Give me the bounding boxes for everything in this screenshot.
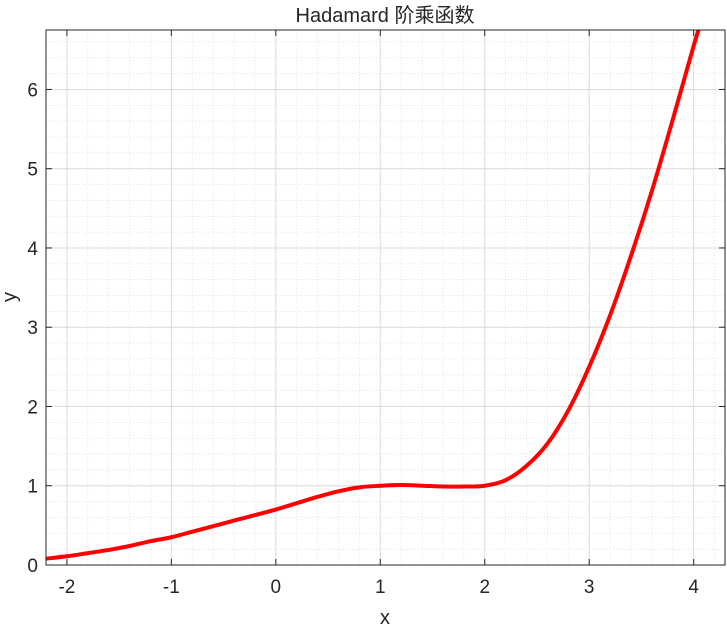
y-tick-label: 3 <box>27 318 38 339</box>
y-tick-label: 0 <box>27 556 38 577</box>
tick-marks <box>46 30 725 566</box>
plot-area <box>46 30 725 565</box>
x-tick-label: -2 <box>58 577 75 598</box>
x-tick-labels: -2 -1 0 1 2 3 4 <box>58 577 699 598</box>
y-tick-label: 5 <box>27 160 38 181</box>
x-tick-label: -1 <box>163 577 180 598</box>
x-tick-label: 3 <box>584 577 595 598</box>
y-tick-label: 6 <box>27 80 38 101</box>
y-tick-labels: 0 1 2 3 4 5 6 <box>27 80 38 577</box>
series-line <box>46 30 701 561</box>
y-tick-label: 1 <box>27 477 38 498</box>
y-axis-label: y <box>0 292 21 302</box>
x-tick-label: 2 <box>479 577 490 598</box>
plot-frame <box>45 29 726 566</box>
chart-title: Hadamard 阶乘函数 <box>296 4 475 27</box>
x-tick-label: 4 <box>688 577 699 598</box>
y-tick-label: 4 <box>27 239 38 260</box>
y-tick-label: 2 <box>27 397 38 418</box>
series-layer <box>46 30 701 561</box>
x-tick-label: 0 <box>271 577 282 598</box>
x-axis-label: x <box>380 607 390 627</box>
x-tick-label: 1 <box>375 577 386 598</box>
